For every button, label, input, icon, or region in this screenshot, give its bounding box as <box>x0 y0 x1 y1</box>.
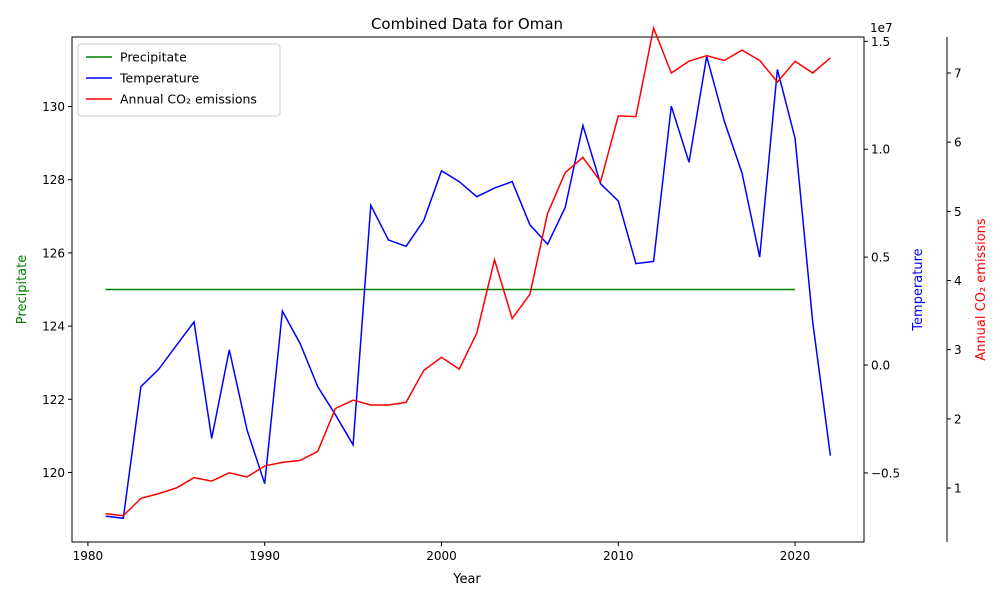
y-tick-label-temp: 1.0 <box>871 143 890 157</box>
legend-entry: Annual CO₂ emissions <box>120 92 257 107</box>
x-tick-label: 1980 <box>73 549 104 563</box>
legend-entry: Precipitate <box>120 50 187 65</box>
axes-layer: 1980 1990 2000 2010 2020120122124126128130Pr… <box>15 21 989 563</box>
series-layer <box>105 25 832 520</box>
legend-frame <box>77 43 281 117</box>
y-tick-label-co2: 4 <box>954 274 962 288</box>
y-tick-label-co2: 6 <box>954 136 962 150</box>
y-tick-label-temp: 0.0 <box>871 359 890 373</box>
y-tick-label-temp: 0.5 <box>871 251 890 265</box>
series-line-co2 <box>105 25 831 517</box>
plot-frame <box>71 36 865 543</box>
y-tick-label-temp: −0.5 <box>871 466 900 480</box>
y-axis-label-temp: Temperature <box>911 248 926 331</box>
y-tick-label-precip: 122 <box>42 393 65 407</box>
y-tick-label-co2: 5 <box>954 205 962 219</box>
y-tick-label-precip: 128 <box>42 173 65 187</box>
x-axis-label: Year <box>452 572 481 587</box>
legend-entry: Temperature <box>119 71 199 86</box>
y-tick-label-precip: 120 <box>42 466 65 480</box>
series-line-temp <box>105 56 832 520</box>
axis-scale-label: 1e7 <box>870 21 893 35</box>
y-tick-label-co2: 2 <box>954 412 962 426</box>
y-tick-label-precip: 126 <box>42 246 65 260</box>
x-tick-label: 2010 <box>603 549 634 563</box>
x-tick-label: 2000 <box>426 549 457 563</box>
y-tick-label-co2: 1 <box>954 482 962 496</box>
y-tick-label-precip: 124 <box>42 320 65 334</box>
y-tick-label-precip: 130 <box>42 100 65 114</box>
x-tick-label: 2020 <box>780 549 811 563</box>
chart-title: Combined Data for Oman <box>371 15 563 33</box>
legend: Precipitate Temperature Annual CO₂ emissio… <box>77 43 281 117</box>
plot-area <box>71 36 865 543</box>
y-axis-label-co2: Annual CO₂ emissions <box>974 218 989 361</box>
y-axis-label-precip: Precipitate <box>15 255 30 324</box>
y-tick-label-co2: 3 <box>954 343 962 357</box>
y-tick-label-co2: 7 <box>954 66 962 80</box>
y-tick-label-temp: 1.5 <box>871 35 890 49</box>
x-tick-label: 1990 <box>249 549 280 563</box>
